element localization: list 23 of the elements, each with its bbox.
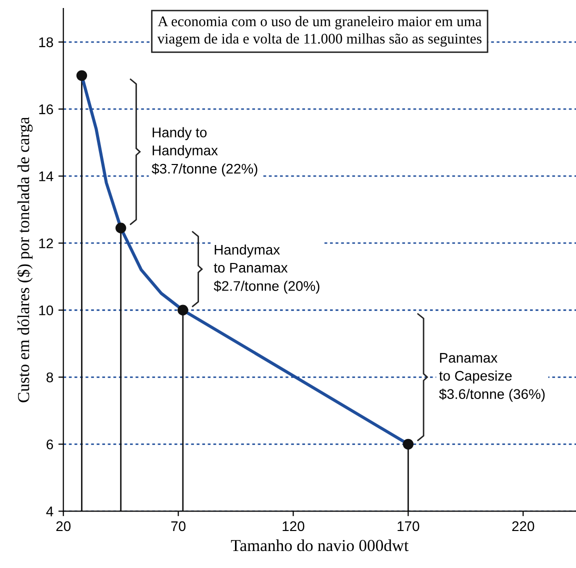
y-tick-label: 12 xyxy=(39,238,53,248)
point xyxy=(76,70,88,81)
y-tick-label: 8 xyxy=(46,372,54,382)
x-tick-label: 170 xyxy=(398,521,420,532)
x-axis-title: Tamanho do navio 000dwt xyxy=(231,539,409,552)
annotation: Panamax to Capesize $3.6/tonne (36%) xyxy=(439,353,545,402)
y-tick-label: 6 xyxy=(46,440,54,450)
point xyxy=(115,222,126,234)
y-tick-label: 10 xyxy=(39,305,54,316)
x-tick-label: 20 xyxy=(56,521,71,532)
x-tick-label: 120 xyxy=(282,521,304,532)
y-tick-label: 4 xyxy=(46,506,54,516)
text: A economia com o uso de um graneleiro maior em uma viagem de ida e volta de 11.000 milhas são as seguintes xyxy=(157,16,482,47)
annotation: Handy to Handymax $3.7/tonne (22%) xyxy=(152,127,258,176)
y-tick-label: 18 xyxy=(39,37,54,48)
point xyxy=(178,304,188,316)
y-tick-label: 16 xyxy=(39,104,54,114)
x-tick-label: 70 xyxy=(171,521,186,532)
annotation: Handymax to Panamax $2.7/tonne (20%) xyxy=(214,244,320,294)
point xyxy=(402,438,414,450)
y-tick-label: 14 xyxy=(39,172,54,182)
y-axis-title: Custo em dólares ($) por tonelada de carga xyxy=(16,117,33,402)
x-tick-label: 220 xyxy=(512,521,534,532)
